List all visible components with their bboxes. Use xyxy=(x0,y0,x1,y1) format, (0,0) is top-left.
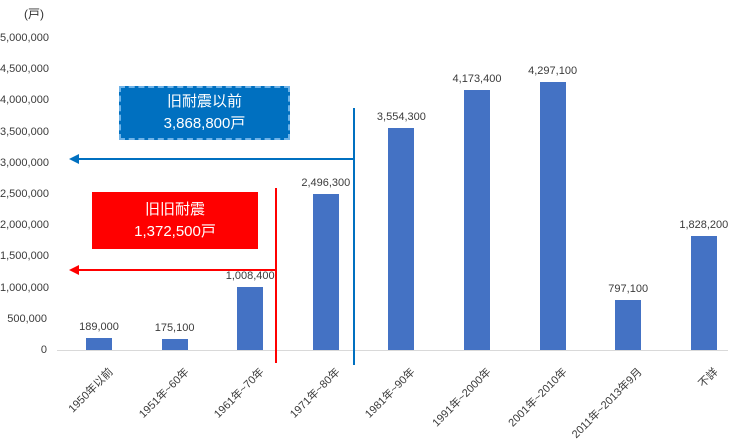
bar xyxy=(464,89,490,350)
x-category-label: 1961年~70年 xyxy=(212,366,267,421)
bar-value-label: 1,828,200 xyxy=(679,218,729,231)
y-tick-label: 5,000,000 xyxy=(0,32,49,44)
older-standard-arrowhead-icon xyxy=(69,265,79,275)
x-category-label: 1971年~80年 xyxy=(287,366,343,421)
bar-value-label: 2,496,300 xyxy=(301,177,351,190)
y-tick-label: 3,000,000 xyxy=(0,156,49,169)
y-tick-label: 0 xyxy=(40,344,47,356)
bar-value-label: 1,008,400 xyxy=(225,270,275,283)
y-tick-label: 500,000 xyxy=(7,312,47,325)
older-standard-divider-line xyxy=(275,188,277,363)
older-standard-pointer-line xyxy=(78,269,276,271)
old-standard-divider-line xyxy=(353,108,355,365)
bar xyxy=(312,194,339,350)
bar xyxy=(690,235,717,350)
old-standard-annotation-value: 3,868,800戸 xyxy=(163,115,246,132)
x-category-label: 不詳 xyxy=(696,366,721,391)
bar-value-label: 797,100 xyxy=(608,283,649,296)
bar xyxy=(539,81,566,350)
bar-value-label: 3,554,300 xyxy=(376,111,426,124)
older-standard-annotation-box: 旧旧耐震 1,372,500戸 xyxy=(92,192,258,249)
bar-value-label: 4,297,100 xyxy=(528,64,578,77)
old-standard-annotation-label: 旧耐震以前 xyxy=(166,93,242,111)
y-tick-label: 2,000,000 xyxy=(0,219,49,232)
bar xyxy=(388,128,415,350)
y-tick-label: 3,500,000 xyxy=(0,125,49,138)
bar-value-label: 175,100 xyxy=(154,322,195,335)
x-category-label: 1981年~90年 xyxy=(363,366,418,421)
old-standard-pointer-line xyxy=(78,158,354,160)
x-category-label: 1951年~60年 xyxy=(136,366,192,421)
bar xyxy=(161,339,188,350)
bar-value-label: 189,000 xyxy=(79,321,119,334)
x-category-label: 2011年~2013年9月 xyxy=(570,366,645,441)
y-axis-unit-label: (戸) xyxy=(24,7,44,21)
bar xyxy=(237,287,264,350)
y-tick-label: 2,500,000 xyxy=(0,188,49,200)
y-tick-label: 1,000,000 xyxy=(0,281,49,294)
bar xyxy=(86,338,112,350)
old-standard-arrowhead-icon xyxy=(69,154,79,164)
old-standard-annotation-box: 旧耐震以前 3,868,800戸 xyxy=(119,86,290,140)
x-category-label: 1991年~2000年 xyxy=(430,366,494,430)
x-category-label: 2001年~2010年 xyxy=(506,366,570,430)
x-category-label: 1950年以前 xyxy=(66,366,116,416)
y-tick-label: 1,500,000 xyxy=(0,250,49,263)
older-standard-annotation-value: 1,372,500戸 xyxy=(134,222,216,240)
bar xyxy=(615,300,642,350)
y-tick-label: 4,000,000 xyxy=(0,94,49,107)
bar-value-label: 4,173,400 xyxy=(452,72,502,85)
y-tick-label: 4,500,000 xyxy=(0,63,49,76)
x-axis-line xyxy=(57,350,728,351)
older-standard-annotation-label: 旧旧耐震 xyxy=(144,200,205,218)
